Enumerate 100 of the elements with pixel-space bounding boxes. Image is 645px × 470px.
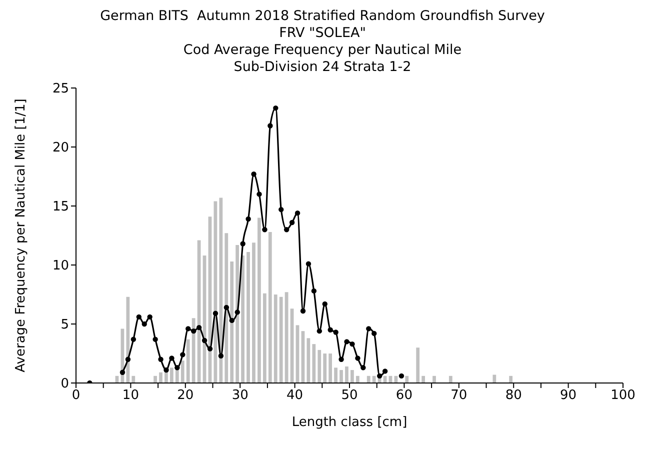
point [328,327,333,332]
bar [219,198,223,383]
point [125,356,131,362]
bar [180,360,184,383]
point [130,336,136,342]
point [262,227,268,232]
bar [345,366,348,383]
point [147,314,152,320]
point [311,288,317,294]
point [164,367,169,373]
bar [356,376,360,383]
x-tick-label: 100 [610,388,636,404]
x-tick-label: 80 [505,388,522,404]
bar [340,370,343,383]
point [196,324,202,330]
point [180,352,186,358]
chart-title: German BITS Autumn 2018 Stratified Random Groundfish Survey FRV "SOLEA" Cod Average Frequency per Nautical Mile Sub-Division 24 Strata 1-2 [99,8,546,76]
bar [432,376,436,383]
x-tick-label: 10 [122,388,139,404]
point [212,310,218,316]
x-tick-label: 70 [450,388,468,404]
bar [159,372,162,383]
point [278,206,284,212]
bar [258,218,261,383]
point [350,341,355,347]
point [191,328,196,334]
point [207,346,213,352]
x-tick-label: 50 [341,388,358,404]
point [234,310,240,315]
bar [246,252,250,383]
bar [132,376,136,383]
point [246,216,251,222]
bar [224,233,228,383]
bar [175,368,179,383]
bar [328,354,332,383]
point [355,356,360,361]
bar [492,374,496,383]
x-axis-title: Length class [cm] [292,415,408,430]
point [224,304,230,310]
bar [252,242,256,383]
point [273,105,278,111]
y-tick-label: 0 [60,376,69,392]
bar [323,354,327,383]
bar [422,376,425,383]
bar [186,339,190,383]
point [256,192,262,197]
bar [509,376,513,383]
y-tick-label: 5 [60,318,69,333]
bar [230,261,234,383]
bar [268,232,272,383]
point [240,241,246,246]
y-tick-label: 10 [52,258,69,274]
x-tick-label: 20 [177,388,194,404]
x-tick-label: 90 [560,388,577,404]
bar [334,368,338,383]
point [366,326,372,332]
point [333,330,338,335]
x-tick-label: 30 [232,388,248,404]
point [142,321,147,327]
point [284,227,290,232]
bar [274,294,278,383]
point [294,210,300,216]
bar [236,244,240,383]
bar [372,376,376,383]
point [152,336,158,342]
x-tick-label: 40 [286,388,304,404]
y-axis-title: Average Frequency per Nautical Mile [1/1] [14,98,29,372]
point [344,339,350,344]
point [376,373,382,379]
bar [318,350,322,383]
point [229,318,234,324]
point [218,353,224,358]
point [306,261,312,266]
bar [312,344,316,383]
point [136,314,142,320]
bar [448,376,452,383]
point [382,368,388,374]
bar [154,376,157,383]
bar [241,256,244,383]
y-tick-label: 25 [52,82,69,97]
point [300,308,306,314]
bar [350,370,354,383]
point [398,373,404,379]
x-tick-label: 0 [72,388,80,404]
y-tick-label: 20 [52,140,69,156]
point [360,365,366,370]
bar [262,293,266,383]
bar [279,296,283,383]
point [158,356,164,362]
x-tick-label: 60 [396,388,412,404]
y-tick-label: 15 [52,200,69,215]
point [338,356,344,362]
bar [170,368,174,383]
point [169,356,174,361]
point [120,370,126,375]
bar [405,376,409,383]
point [186,326,191,332]
point [322,301,328,307]
point [316,328,322,334]
bar [192,318,196,383]
